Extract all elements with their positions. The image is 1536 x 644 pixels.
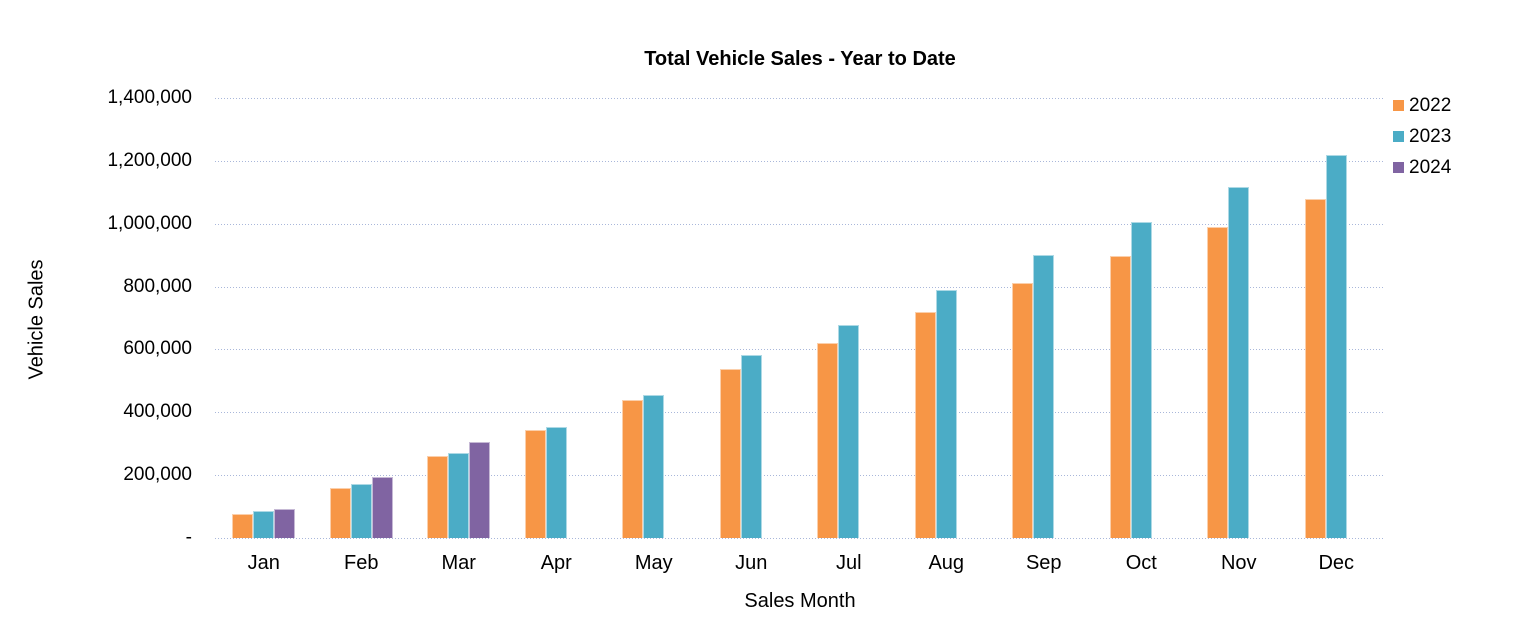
gridline	[215, 412, 1385, 414]
bar-group-feb	[313, 98, 411, 538]
x-tick-oct: Oct	[1125, 552, 1157, 574]
bar-2022-jan	[232, 514, 254, 538]
bar-2022-sep	[1012, 282, 1034, 538]
bar-2022-apr	[524, 429, 546, 538]
bar-2022-aug	[914, 312, 936, 538]
y-tick--: -	[185, 527, 192, 548]
bar-2022-nov	[1207, 226, 1229, 538]
y-tick-1400000: 1,400,000	[107, 87, 192, 108]
bar-group-aug	[898, 98, 996, 538]
legend-label-2022: 2022	[1409, 94, 1452, 116]
bar-2023-may	[643, 394, 665, 538]
gridline	[215, 538, 1385, 539]
y-tick-1200000: 1,200,000	[107, 149, 192, 171]
y-tick-600000: 600,000	[123, 338, 192, 360]
x-axis-title: Sales Month	[744, 590, 856, 612]
x-tick-jun: Jun	[735, 552, 768, 574]
gridline	[215, 223, 1385, 225]
bar-2024-feb	[371, 476, 393, 538]
legend-swatch-2022	[1393, 100, 1404, 111]
legend-item-2023: 2023	[1393, 121, 1451, 152]
bar-2022-jul	[817, 342, 839, 538]
bar-2023-jul	[838, 324, 860, 538]
bar-2022-feb	[329, 487, 351, 538]
gridline	[215, 286, 1385, 288]
bar-group-jul	[800, 98, 898, 538]
bar-2023-jun	[740, 355, 762, 538]
plot-area	[215, 98, 1386, 539]
legend-item-2022: 2022	[1393, 90, 1451, 121]
bar-2024-jan	[274, 509, 296, 538]
bar-2023-apr	[545, 427, 567, 538]
y-tick-200000: 200,000	[123, 464, 192, 486]
bar-2023-jan	[253, 510, 275, 538]
bar-2023-nov	[1228, 186, 1250, 538]
bar-2023-dec	[1325, 155, 1347, 538]
bar-group-sep	[995, 98, 1093, 538]
gridline	[215, 349, 1385, 351]
x-tick-aug: Aug	[928, 552, 965, 574]
bar-group-oct	[1093, 98, 1191, 538]
legend-item-2024: 2024	[1393, 152, 1451, 183]
x-tick-sep: Sep	[1025, 552, 1062, 574]
x-tick-jan: Jan	[247, 552, 280, 574]
x-tick-apr: Apr	[540, 552, 572, 574]
bar-2022-oct	[1109, 255, 1131, 538]
x-tick-jul: Jul	[835, 552, 862, 574]
gridline	[215, 160, 1385, 162]
gridline	[215, 98, 1385, 99]
bar-group-may	[605, 98, 703, 538]
y-tick-800000: 800,000	[123, 275, 192, 297]
x-axis-tick-labels: Jan Feb Mar Apr May Jun Jul Aug Sep Oct Nov Dec	[215, 552, 1385, 575]
legend-swatch-2023	[1393, 131, 1404, 142]
y-tick-400000: 400,000	[123, 401, 192, 423]
x-tick-nov: Nov	[1220, 552, 1257, 574]
bar-2022-may	[622, 399, 644, 538]
gridline	[215, 475, 1385, 477]
x-tick-mar: Mar	[441, 552, 476, 574]
x-tick-may: May	[634, 552, 673, 574]
legend-label-2024: 2024	[1409, 156, 1452, 178]
bar-2022-jun	[719, 369, 741, 538]
chart-title: Total Vehicle Sales - Year to Date	[644, 48, 956, 70]
bar-group-apr	[508, 98, 606, 538]
bar-group-nov	[1190, 98, 1288, 538]
bar-2022-dec	[1304, 198, 1326, 538]
y-tick-1000000: 1,000,000	[107, 212, 192, 234]
bar-group-mar	[410, 98, 508, 538]
bar-2023-sep	[1033, 255, 1055, 538]
legend-swatch-2024	[1393, 162, 1404, 173]
x-tick-feb: Feb	[344, 552, 379, 574]
legend: 2022 2023 2024	[1393, 90, 1451, 183]
bar-2023-aug	[935, 290, 957, 538]
bar-group-jun	[703, 98, 801, 538]
y-axis-tick-labels: 1,400,000 1,200,000 1,000,000 800,000 600,00…	[0, 87, 192, 548]
x-tick-dec: Dec	[1318, 552, 1355, 574]
bar-2024-mar	[469, 442, 491, 538]
bar-2023-oct	[1130, 221, 1152, 538]
bar-2023-feb	[350, 483, 372, 538]
legend-label-2023: 2023	[1409, 125, 1452, 147]
bar-2022-mar	[427, 455, 449, 538]
bar-group-dec	[1288, 98, 1386, 538]
bar-2023-mar	[448, 453, 470, 538]
bar-group-jan	[215, 98, 313, 538]
